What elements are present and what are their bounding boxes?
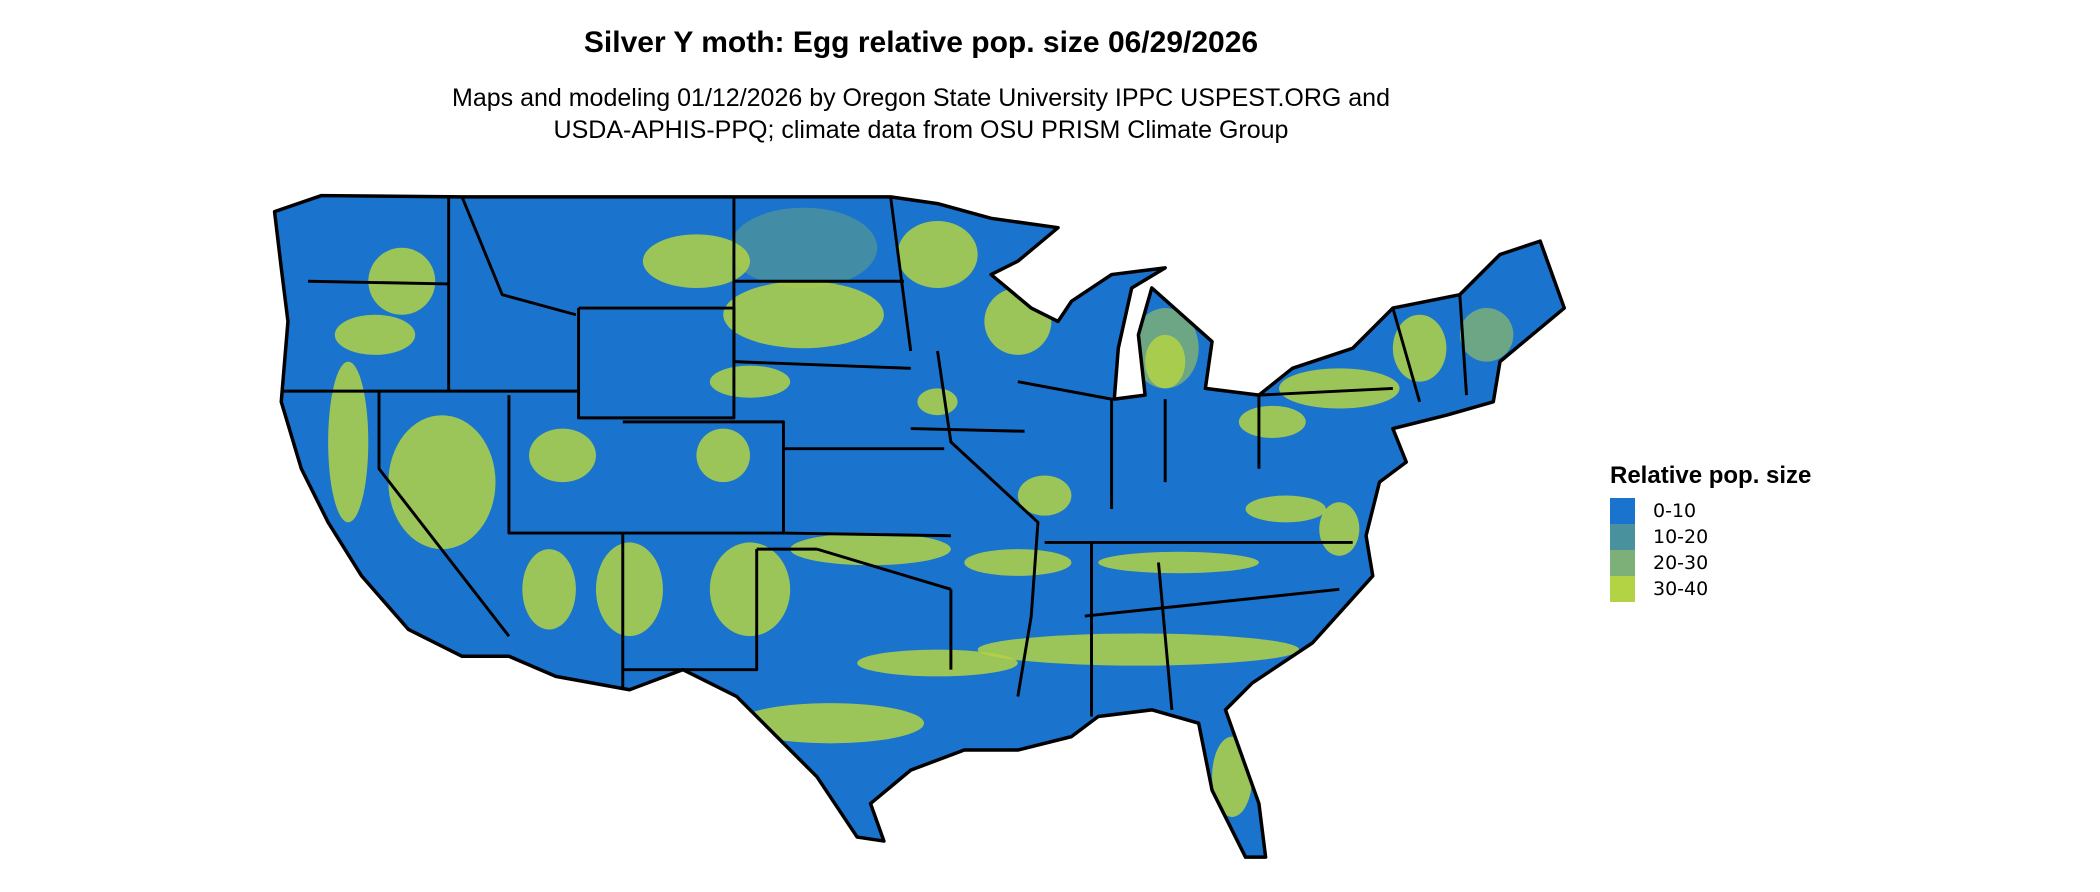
state-border — [1084, 587, 1340, 618]
population-zone — [1145, 334, 1186, 389]
population-zone — [790, 533, 951, 566]
legend-label: 10-20 — [1653, 526, 1709, 548]
map-title: Silver Y moth: Egg relative pop. size 06… — [583, 26, 1259, 59]
state-border — [308, 279, 449, 286]
state-border — [1017, 380, 1114, 509]
map-subtitle-line-1: Maps and modeling 01/12/2026 by Oregon S… — [452, 84, 1390, 112]
state-border — [936, 350, 1040, 697]
population-zone — [595, 542, 663, 637]
legend-label: 0-10 — [1653, 500, 1697, 522]
population-zone — [964, 549, 1072, 576]
population-zones — [328, 207, 1514, 817]
state-border — [1157, 562, 1174, 710]
legend-item-30-40: 30-40 — [1610, 576, 1811, 602]
legend: Relative pop. size 0-10 10-20 20-30 30-4… — [1610, 462, 1811, 602]
state-border — [783, 531, 951, 538]
legend-swatch — [1610, 576, 1635, 602]
population-zone — [857, 649, 1018, 677]
state-border — [1258, 386, 1393, 397]
map-subtitle-line-2: USDA-APHIS-PPQ; climate data from OSU PR… — [553, 116, 1289, 144]
state-border — [622, 420, 785, 535]
legend-swatch — [1610, 524, 1635, 550]
population-zone — [709, 365, 791, 398]
state-border — [816, 547, 952, 591]
population-zone — [328, 361, 369, 523]
population-zone — [388, 415, 496, 550]
population-zone — [522, 549, 576, 630]
state-border — [577, 306, 736, 420]
state-border — [1391, 307, 1422, 403]
population-zone — [1392, 314, 1447, 382]
state-border — [889, 196, 913, 352]
population-zone — [1098, 551, 1259, 574]
state-border — [910, 427, 1025, 433]
legend-item-20-30: 20-30 — [1610, 550, 1811, 576]
us-outline — [272, 193, 1567, 859]
population-zone — [334, 314, 416, 355]
population-zone — [897, 221, 978, 288]
legend-title: Relative pop. size — [1610, 462, 1812, 489]
state-border — [377, 391, 511, 638]
population-zone — [709, 542, 791, 637]
legend-label: 30-40 — [1653, 578, 1709, 600]
state-border — [733, 360, 911, 370]
population-zone — [696, 428, 750, 483]
legend-item-0-10: 0-10 — [1610, 498, 1811, 524]
state-border — [460, 196, 577, 317]
population-zone — [729, 207, 878, 288]
population-zone — [1238, 405, 1306, 438]
state-borders — [281, 196, 1468, 717]
population-zone — [723, 281, 884, 349]
population-zone — [1319, 502, 1360, 556]
legend-label: 20-30 — [1653, 552, 1709, 574]
state-border — [1458, 294, 1468, 396]
population-zone — [977, 633, 1300, 666]
population-zone — [529, 428, 596, 483]
legend-item-10-20: 10-20 — [1610, 524, 1811, 550]
legend-swatch — [1610, 550, 1635, 576]
population-zone — [736, 703, 925, 744]
population-zone — [1459, 308, 1514, 362]
legend-swatch — [1610, 498, 1635, 524]
population-zone — [642, 234, 750, 288]
population-zone — [1245, 495, 1326, 523]
state-border — [507, 395, 623, 535]
population-zone — [1279, 368, 1400, 409]
population-zone — [917, 388, 958, 416]
population-zone — [1017, 475, 1072, 516]
state-border — [622, 549, 759, 672]
population-zone — [368, 247, 436, 315]
